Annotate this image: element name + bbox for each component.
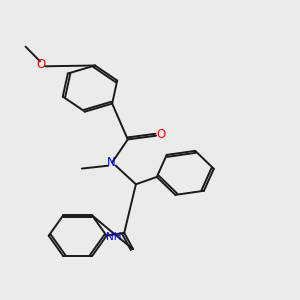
Text: O: O	[36, 58, 46, 71]
Text: N: N	[107, 156, 116, 169]
Text: O: O	[157, 128, 166, 141]
Text: NH: NH	[106, 232, 122, 242]
